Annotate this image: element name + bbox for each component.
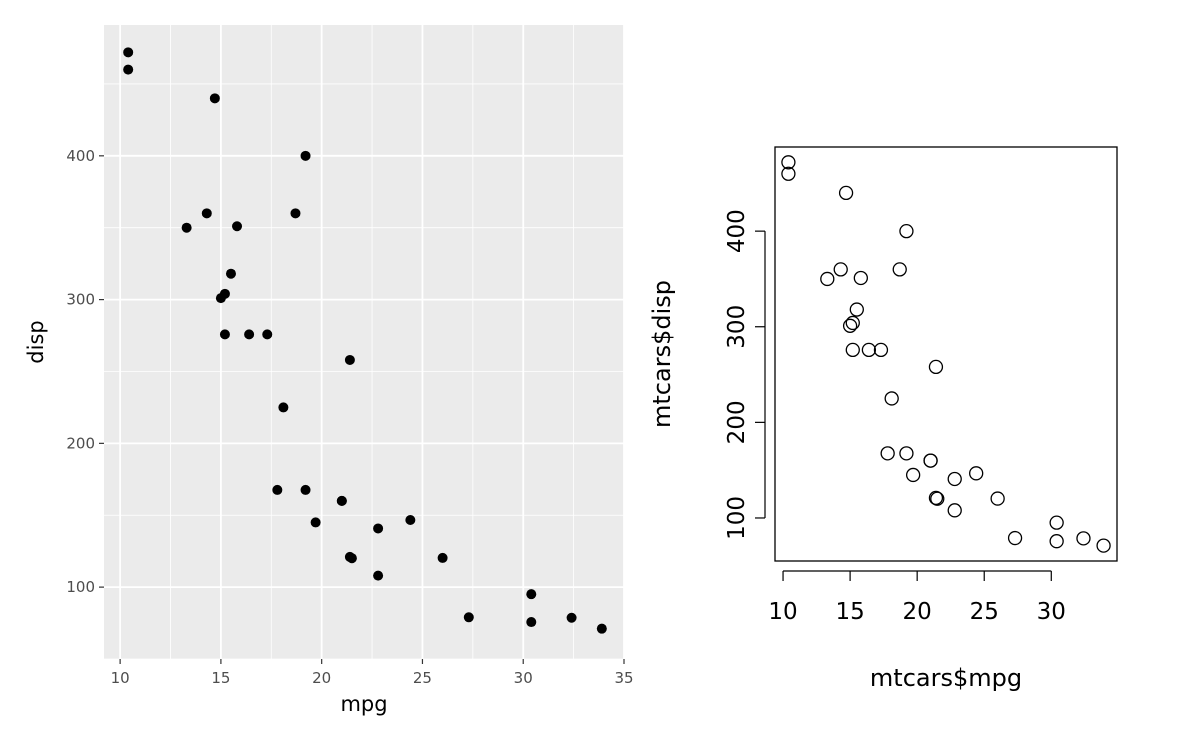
data-point [838, 185, 854, 201]
data-point [181, 222, 192, 233]
x-tick-label: 20 [312, 669, 331, 687]
data-point [849, 302, 864, 317]
data-point [1076, 531, 1091, 546]
data-point [123, 64, 134, 75]
data-point [930, 491, 945, 506]
data-point [310, 517, 321, 528]
x-tick-label: 15 [835, 599, 864, 625]
ggplot-y-axis-label: disp [24, 320, 48, 363]
data-point [1049, 534, 1064, 549]
data-point [215, 293, 226, 304]
y-tick-label: 300 [724, 305, 750, 349]
data-point [845, 315, 860, 331]
data-point [861, 342, 877, 358]
base-y-axis-label: mtcars$disp [648, 280, 676, 428]
x-tick-label: 15 [211, 669, 230, 687]
ggplot-gridlines [104, 25, 625, 660]
data-point [833, 262, 848, 277]
ggplot-panel-background [104, 25, 624, 659]
data-point [219, 329, 230, 340]
data-point [1007, 530, 1023, 546]
data-point [947, 503, 962, 518]
y-tick-label: 100 [66, 578, 95, 596]
data-point [336, 495, 347, 506]
data-point [928, 490, 944, 506]
y-tick-label: 100 [724, 496, 750, 540]
data-point [842, 318, 858, 333]
data-point [209, 93, 220, 104]
data-point [928, 359, 944, 375]
data-point [853, 270, 868, 286]
data-point [880, 446, 895, 461]
x-tick-label: 20 [903, 599, 932, 625]
x-tick-label: 10 [768, 599, 797, 625]
ggplot-axis-ticks: 10 15 20 25 30 35 100 200 300 400 [66, 147, 633, 687]
y-tick-label: 400 [66, 147, 95, 165]
data-point [884, 391, 899, 406]
data-point [1096, 538, 1111, 553]
data-point [1049, 515, 1064, 530]
data-point [262, 329, 273, 340]
x-tick-label: 25 [413, 669, 432, 687]
base-points [781, 155, 1111, 553]
data-point [845, 342, 860, 358]
data-point [278, 402, 289, 413]
y-tick-label: 300 [66, 291, 95, 309]
data-point [892, 262, 907, 277]
data-point [405, 514, 416, 525]
data-point [905, 467, 921, 483]
data-point [990, 491, 1005, 506]
data-point [123, 47, 134, 58]
base-axis-ticks: 10 15 20 25 30 100 200 300 400 [724, 209, 1066, 625]
data-point [201, 208, 212, 219]
data-point [596, 623, 607, 634]
x-tick-label: 35 [614, 669, 633, 687]
data-point [566, 612, 577, 623]
x-tick-label: 30 [1037, 599, 1066, 625]
y-tick-label: 200 [724, 400, 750, 444]
data-point [463, 612, 474, 623]
base-chart: 10 15 20 25 30 100 200 300 400 mtcars$mpg mtcars… [648, 146, 1118, 692]
x-tick-label: 25 [970, 599, 999, 625]
ggplot-points [123, 47, 607, 634]
data-point [969, 466, 984, 481]
data-point [300, 484, 311, 495]
data-point [225, 268, 236, 279]
data-point [526, 589, 537, 600]
data-point [244, 329, 255, 340]
ggplot-chart: 10 15 20 25 30 35 100 200 300 400 mpg disp [24, 25, 634, 716]
data-point [344, 354, 355, 365]
y-tick-label: 400 [724, 209, 750, 253]
data-point [373, 570, 384, 581]
data-point [947, 471, 962, 487]
data-point [781, 155, 796, 170]
data-point [873, 342, 889, 358]
data-point [300, 150, 311, 161]
data-point [344, 551, 355, 562]
data-point [781, 166, 796, 181]
data-point [526, 617, 537, 628]
y-tick-label: 200 [66, 434, 95, 452]
x-tick-label: 10 [111, 669, 130, 687]
x-tick-label: 30 [514, 669, 533, 687]
data-point [899, 223, 914, 239]
data-point [437, 552, 448, 563]
ggplot-x-axis-label: mpg [340, 692, 387, 716]
data-point [899, 446, 914, 461]
data-point [272, 484, 283, 495]
data-point [373, 523, 384, 534]
data-point [820, 271, 835, 287]
data-point [290, 208, 301, 219]
data-point [232, 221, 243, 232]
base-plot-box [774, 146, 1118, 562]
data-point [923, 453, 938, 468]
base-x-axis-label: mtcars$mpg [870, 664, 1022, 692]
